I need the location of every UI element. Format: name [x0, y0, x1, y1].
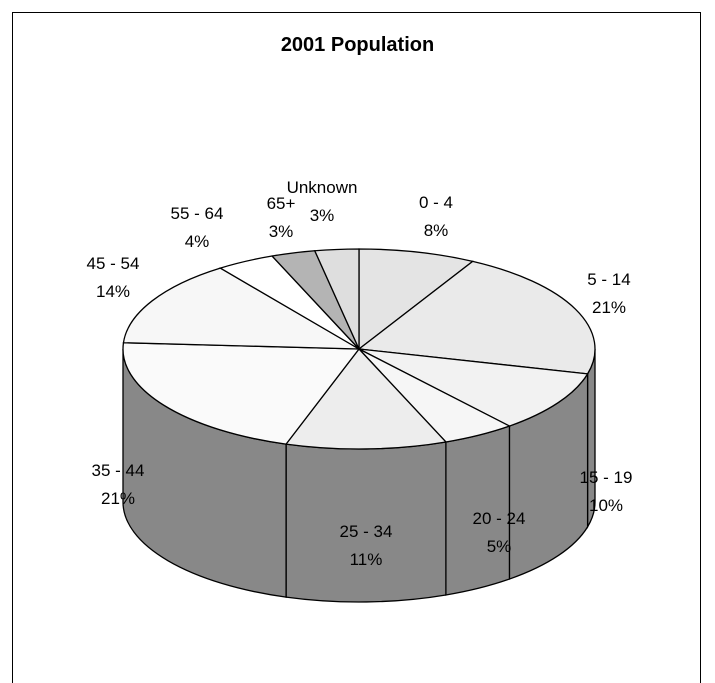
- slice-pct-65: 3%: [269, 222, 294, 241]
- pie-side-group: [122, 348, 596, 603]
- pie-slice-45-54: [122, 267, 360, 350]
- slice-label-0-4: 0 - 4: [419, 193, 453, 212]
- slice-label-25-34: 25 - 34: [340, 522, 393, 541]
- slice-pct-55-64: 4%: [185, 232, 210, 251]
- slice-pct-45-54: 14%: [96, 282, 130, 301]
- slice-label-5-14: 5 - 14: [587, 270, 630, 289]
- slice-pct-unknown: 3%: [310, 206, 335, 225]
- slice-pct-35-44: 21%: [101, 489, 135, 508]
- slice-label-45-54: 45 - 54: [87, 254, 140, 273]
- slice-label-unknown: Unknown: [287, 178, 358, 197]
- chart-title: 2001 Population: [280, 34, 435, 56]
- slice-pct-15-19: 10%: [589, 496, 623, 515]
- pie-labels: 0 - 4 8% 5 - 14 21% 15 - 19 10% 20 - 24 5% 25 - …: [87, 178, 633, 569]
- pie-slice-0-4: [358, 248, 475, 351]
- slice-label-65: 65+: [267, 194, 296, 213]
- pie-slice-25-34: [284, 347, 448, 450]
- pie-top-group: [122, 248, 596, 450]
- pie-slice-unknown: [313, 248, 360, 350]
- slice-pct-0-4: 8%: [424, 221, 449, 240]
- slice-pct-20-24: 5%: [487, 537, 512, 556]
- pie-slice-5-14: [357, 260, 596, 375]
- slice-label-15-19: 15 - 19: [580, 468, 633, 487]
- slice-label-35-44: 35 - 44: [92, 461, 145, 480]
- slice-label-55-64: 55 - 64: [171, 204, 224, 223]
- slice-pct-25-34: 11%: [350, 550, 383, 569]
- pie-slice-15-19: [358, 348, 589, 427]
- slice-label-20-24: 20 - 24: [473, 509, 526, 528]
- pie-slice-35-44: [122, 342, 361, 445]
- slice-pct-5-14: 21%: [592, 298, 626, 317]
